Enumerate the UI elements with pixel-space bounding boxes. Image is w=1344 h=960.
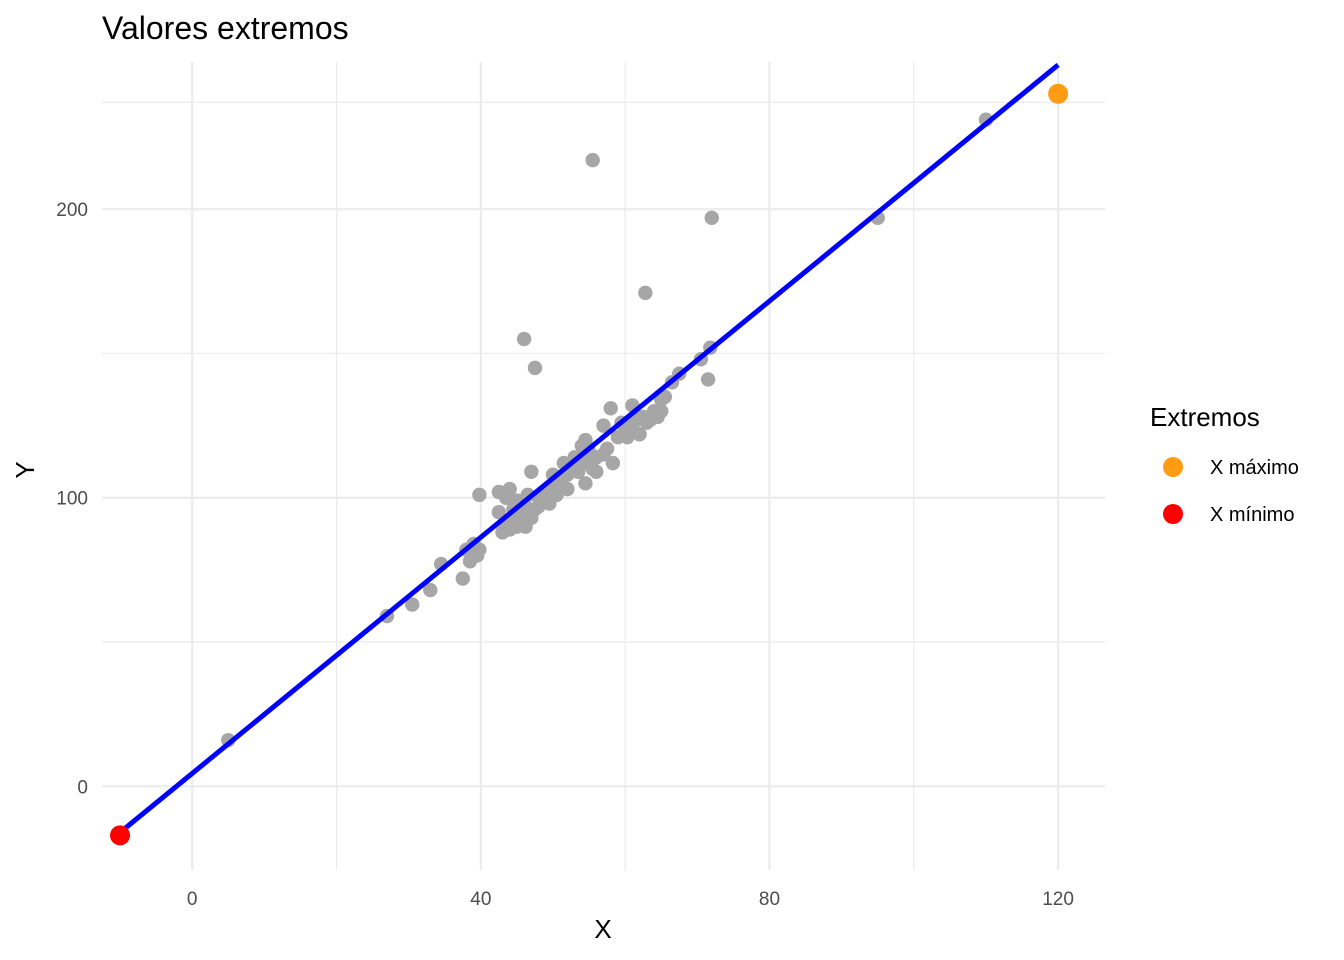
data-points bbox=[221, 112, 994, 748]
data-point bbox=[585, 152, 600, 168]
data-point bbox=[599, 441, 615, 456]
x-tick-label: 0 bbox=[187, 889, 198, 910]
data-point bbox=[524, 464, 539, 479]
x-tick-label: 40 bbox=[470, 889, 491, 910]
data-point bbox=[605, 455, 621, 471]
data-point bbox=[578, 432, 593, 448]
data-point bbox=[472, 542, 487, 557]
data-point bbox=[491, 504, 507, 520]
data-point bbox=[455, 571, 470, 586]
x-tick-label: 120 bbox=[1042, 889, 1074, 910]
legend-marker bbox=[1163, 504, 1183, 524]
y-tick-label: 100 bbox=[56, 489, 88, 510]
regression-line-layer bbox=[118, 62, 1060, 835]
legend-marker bbox=[1163, 457, 1183, 477]
data-point bbox=[527, 360, 543, 376]
data-point bbox=[405, 597, 420, 612]
extreme-points bbox=[110, 83, 1069, 846]
data-point bbox=[603, 401, 618, 416]
data-point bbox=[704, 210, 719, 226]
legend-items: X máximo X mínimo bbox=[1163, 457, 1299, 526]
data-point bbox=[578, 476, 593, 491]
legend-label: X mínimo bbox=[1210, 504, 1294, 526]
y-tick-label: 0 bbox=[77, 777, 88, 798]
legend-title: Extremos bbox=[1150, 402, 1260, 432]
data-point bbox=[596, 418, 611, 433]
legend-label: X máximo bbox=[1210, 457, 1299, 479]
data-point bbox=[589, 464, 604, 479]
y-tick-labels: 0 100 200 bbox=[56, 200, 88, 798]
data-point bbox=[502, 481, 517, 497]
x-max-point bbox=[1048, 83, 1069, 104]
x-tick-labels: 0 40 80 120 bbox=[187, 889, 1074, 910]
data-point bbox=[657, 389, 673, 404]
data-point bbox=[638, 285, 653, 301]
minor-gridlines bbox=[102, 62, 1105, 870]
data-point bbox=[472, 487, 487, 503]
data-point bbox=[560, 481, 575, 497]
regression-line bbox=[118, 62, 1060, 835]
data-point bbox=[632, 427, 647, 442]
legend: Extremos X máximo X mínimo bbox=[1150, 402, 1299, 526]
y-tick-label: 200 bbox=[56, 200, 88, 221]
x-tick-label: 80 bbox=[759, 889, 780, 910]
data-point bbox=[654, 403, 669, 419]
data-point bbox=[620, 429, 635, 445]
major-gridlines bbox=[102, 62, 1105, 870]
data-point bbox=[423, 582, 438, 598]
x-min-point bbox=[110, 825, 131, 846]
x-axis-title: X bbox=[594, 914, 611, 944]
data-point bbox=[700, 372, 716, 387]
chart-title: Valores extremos bbox=[102, 10, 349, 46]
data-point bbox=[549, 487, 564, 503]
y-axis-title: Y bbox=[10, 461, 40, 478]
data-point bbox=[516, 331, 532, 347]
